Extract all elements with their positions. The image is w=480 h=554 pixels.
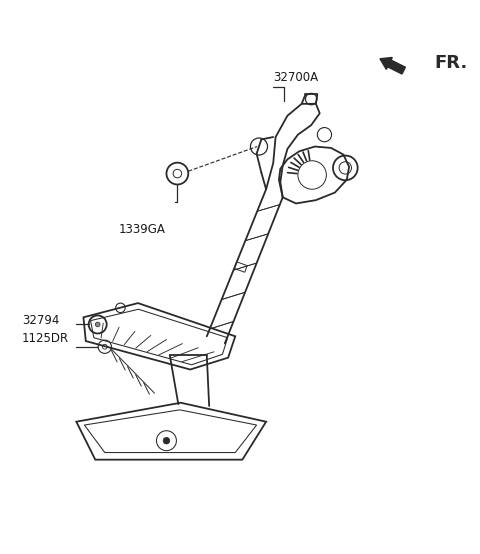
- Text: 1125DR: 1125DR: [22, 332, 69, 345]
- Text: 32700A: 32700A: [273, 71, 318, 84]
- Circle shape: [163, 437, 170, 444]
- Text: 1339GA: 1339GA: [119, 223, 166, 236]
- Text: 32794: 32794: [22, 314, 59, 327]
- Text: FR.: FR.: [434, 54, 468, 71]
- Circle shape: [96, 322, 100, 327]
- FancyArrow shape: [380, 58, 406, 74]
